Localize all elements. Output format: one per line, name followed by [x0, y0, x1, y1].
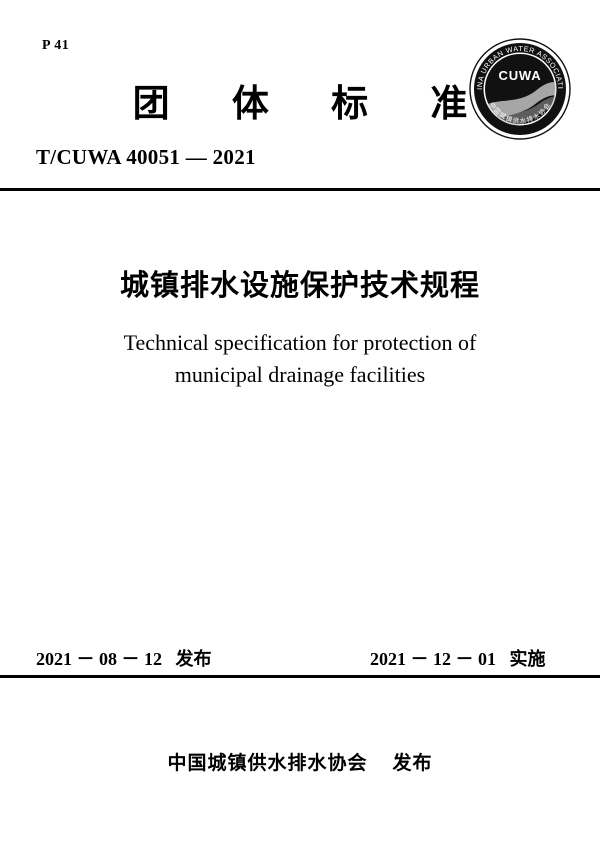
seal-outer-ring — [469, 38, 571, 140]
publisher-line: 中国城镇供水排水协会 发布 — [167, 753, 433, 774]
document-title-english-line2: municipal drainage facilities — [174, 361, 426, 387]
effective-date: 2021 － 12 － 01 实施 — [370, 649, 546, 669]
document-title-chinese: 城镇排水设施保护技术规程 — [119, 270, 480, 302]
divider-bottom — [0, 675, 600, 678]
page-title: 团 体 标 准 — [132, 83, 494, 124]
cuwa-seal-logo: CHINA URBAN WATER ASSOCIATION 中国城镇供水排水协会… — [468, 37, 572, 141]
standard-number: T/CUWA 40051 — 2021 — [36, 145, 256, 169]
classification-mark: P 41 — [42, 38, 70, 53]
document-title-english: Technical specification for protection o… — [0, 327, 600, 391]
dates-row: 2021 － 08 － 12 发布 2021 － 12 － 01 实施 — [0, 645, 600, 673]
divider-top — [0, 188, 600, 191]
document-title-english-line1: Technical specification for protection o… — [123, 330, 477, 355]
issue-date: 2021 － 08 － 12 发布 — [36, 649, 212, 669]
seal-center-text: CUWA — [499, 68, 542, 83]
